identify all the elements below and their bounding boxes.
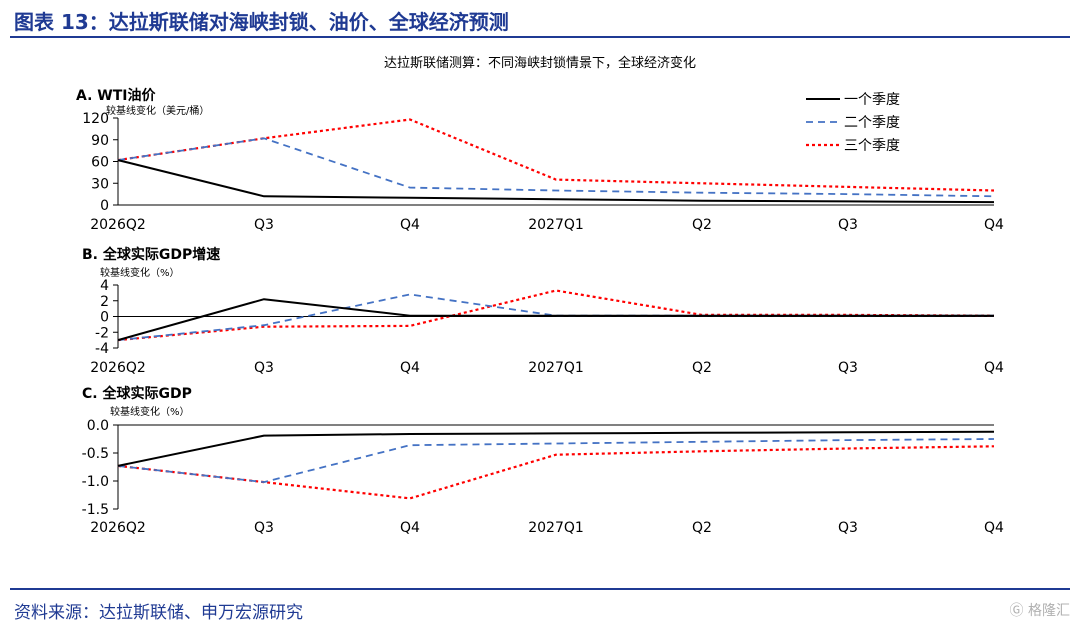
watermark-text: 格隆汇 [1028, 603, 1070, 619]
y-tick-label: 2 [100, 294, 109, 310]
y-axis-label: 较基线变化（%） [110, 405, 190, 418]
x-tick-label: Q3 [838, 217, 858, 233]
x-tick-label: Q3 [838, 360, 858, 376]
x-tick-label: Q4 [400, 217, 420, 233]
x-tick-label: 2027Q1 [528, 520, 584, 536]
x-tick-label: Q2 [692, 360, 712, 376]
series-line-3 [117, 445, 995, 500]
source-rule [10, 588, 1070, 590]
series-line-1 [117, 159, 995, 204]
x-tick-label: Q3 [838, 520, 858, 536]
x-tick-label: Q2 [692, 217, 712, 233]
series-line-2 [117, 293, 994, 341]
y-tick-label: 0 [100, 198, 109, 214]
source-note: 资料来源：达拉斯联储、申万宏源研究 [14, 603, 303, 623]
series-line-3 [117, 289, 995, 342]
watermark-icon: Ⓖ [1009, 603, 1024, 619]
series-line-1 [117, 298, 994, 342]
y-tick-label: 0 [100, 310, 109, 326]
x-tick-label: Q3 [254, 520, 274, 536]
y-tick-label: 4 [100, 278, 109, 294]
x-tick-label: 2026Q2 [90, 520, 146, 536]
y-tick-label: 30 [91, 176, 109, 192]
x-tick-label: Q4 [400, 360, 420, 376]
legend-label-2: 二个季度 [844, 115, 900, 131]
x-tick-label: Q3 [254, 217, 274, 233]
legend-label-3: 三个季度 [844, 138, 900, 154]
x-tick-label: Q4 [400, 520, 420, 536]
panel-title: A. WTI油价 [76, 87, 156, 104]
y-tick-label: 60 [91, 155, 109, 171]
x-tick-label: Q3 [254, 360, 274, 376]
y-tick-label: -4 [95, 341, 109, 357]
series-line-1 [117, 430, 995, 467]
x-tick-label: 2027Q1 [528, 217, 584, 233]
x-tick-label: Q2 [692, 520, 712, 536]
series-line-2 [117, 438, 995, 484]
figure-title: 图表 13：达拉斯联储对海峡封锁、油价、全球经济预测 [14, 10, 509, 34]
y-tick-label: -1.0 [82, 474, 109, 490]
watermark: Ⓖ 格隆汇 [1010, 600, 1070, 620]
y-tick-label: -2 [95, 325, 109, 341]
x-tick-label: Q4 [984, 520, 1004, 536]
x-tick-label: 2027Q1 [528, 360, 584, 376]
y-axis-label: 较基线变化（美元/桶） [106, 104, 209, 117]
y-tick-label: -1.5 [82, 502, 109, 518]
y-tick-label: 0.0 [87, 418, 109, 434]
x-tick-label: Q4 [984, 217, 1004, 233]
x-tick-label: 2026Q2 [90, 217, 146, 233]
panel-title: C. 全球实际GDP [82, 385, 192, 402]
y-tick-label: 120 [82, 111, 109, 127]
x-tick-label: Q4 [984, 360, 1004, 376]
panel-title: B. 全球实际GDP增速 [82, 246, 220, 263]
title-rule [10, 36, 1070, 38]
x-tick-label: 2026Q2 [90, 360, 146, 376]
y-tick-label: -0.5 [82, 446, 109, 462]
series-line-2 [117, 137, 995, 198]
y-axis-label: 较基线变化（%） [100, 266, 180, 279]
series-line-3 [117, 118, 995, 192]
y-tick-label: 90 [91, 133, 109, 149]
chart-subtitle: 达拉斯联储测算：不同海峡封锁情景下，全球经济变化 [383, 56, 696, 71]
legend-label-1: 一个季度 [844, 92, 900, 108]
